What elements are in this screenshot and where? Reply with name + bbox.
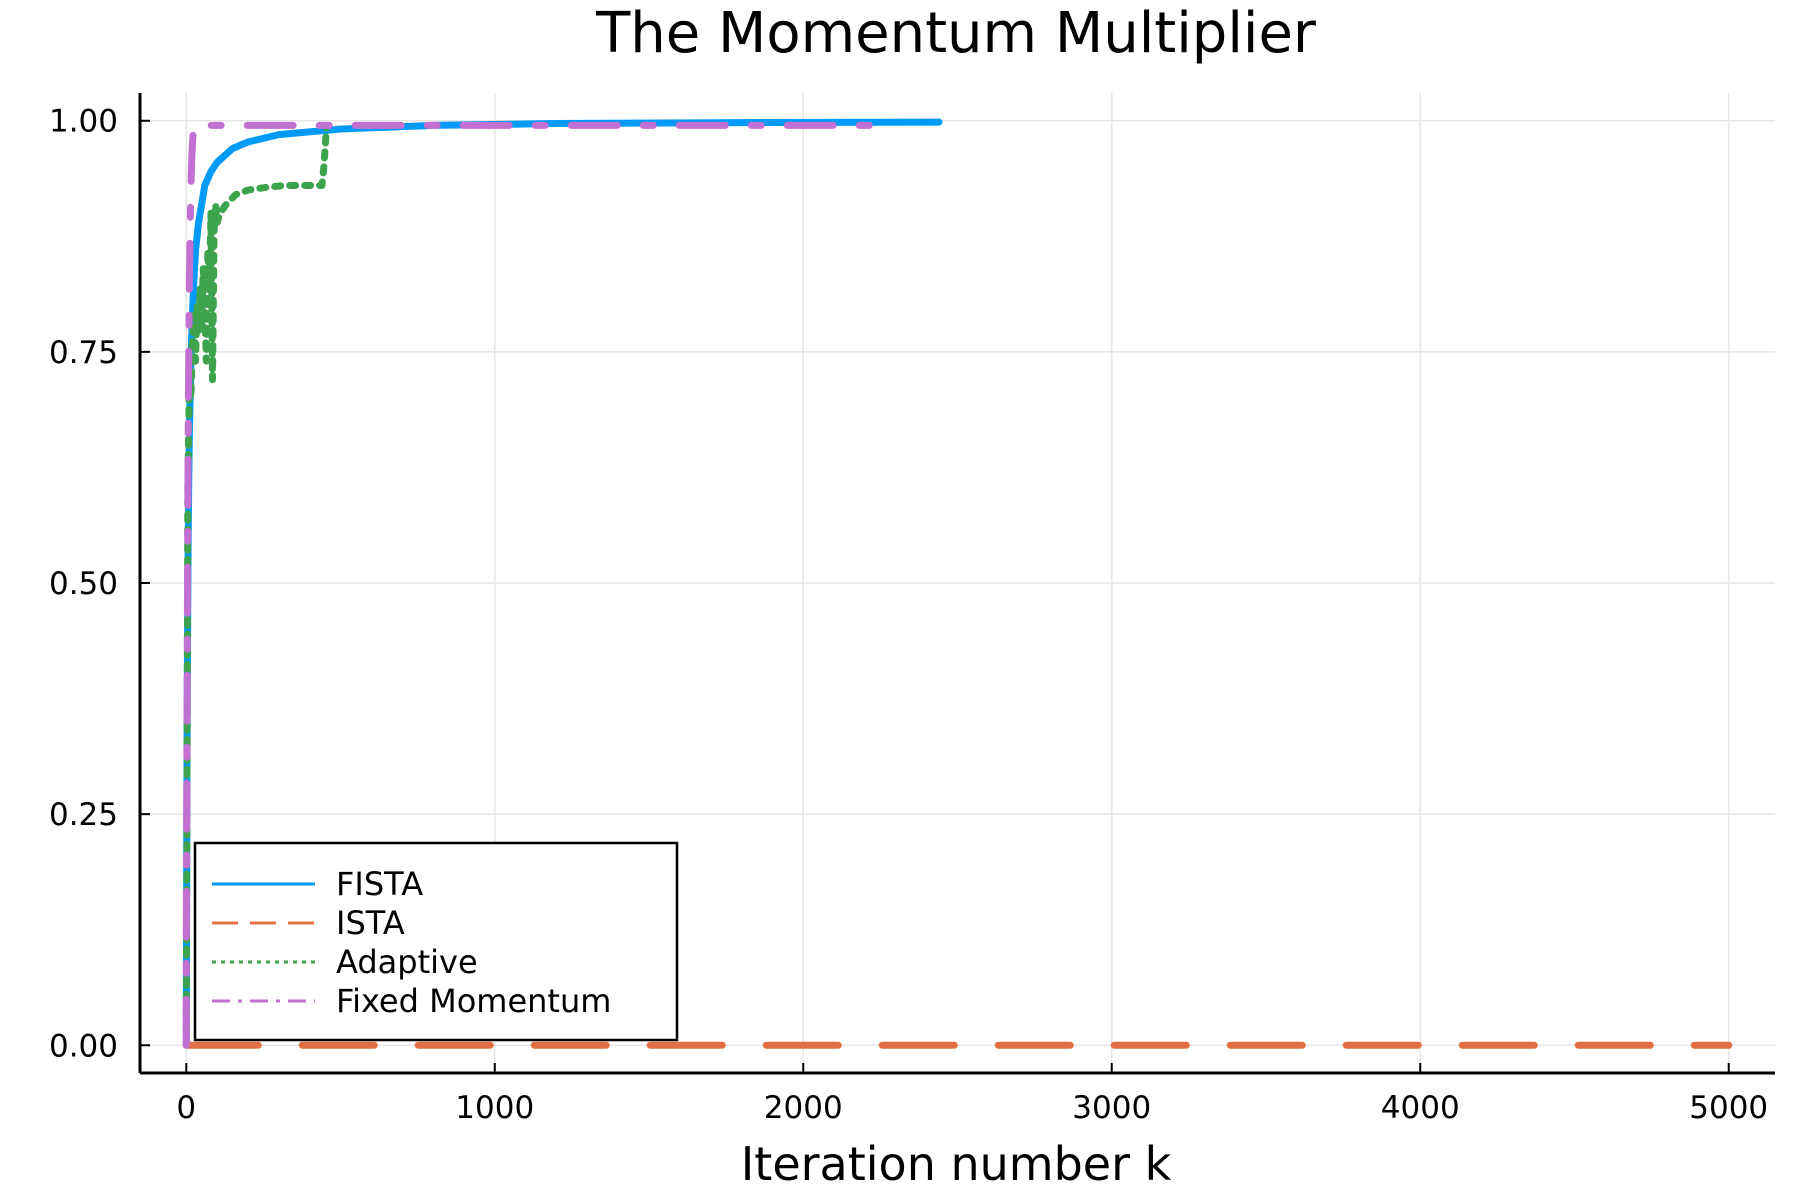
x-tick-label: 1000 [455,1090,534,1126]
plot-lines [182,118,1733,1049]
x-tick-label: 2000 [764,1090,843,1126]
chart-title: The Momentum Multiplier [595,1,1317,66]
legend-label: ISTA [336,904,405,942]
axes: 0 1000 2000 3000 4000 5000 0.00 0.25 0.50 0.75 1.0… [49,93,1775,1126]
y-tick-label: 0.50 [49,566,118,602]
y-tick-label: 0.25 [49,797,118,833]
x-tick-label: 5000 [1689,1090,1768,1126]
x-axis-title: Iteration number k [741,1137,1172,1191]
legend-label: Adaptive [336,943,478,981]
y-tick-label: 0.75 [49,335,118,371]
y-tick-label: 1.00 [49,104,118,140]
series-line-adaptive [182,121,331,1049]
legend-label: Fixed Momentum [336,982,611,1020]
legend-label: FISTA [336,865,423,903]
x-tick-label: 0 [176,1090,196,1126]
x-tick-label: 4000 [1381,1090,1460,1126]
legend-box [193,841,679,1042]
y-tick-label: 0.00 [49,1028,118,1064]
x-tick-label: 3000 [1072,1090,1151,1126]
series-line-fixed-momentum [182,121,891,1049]
